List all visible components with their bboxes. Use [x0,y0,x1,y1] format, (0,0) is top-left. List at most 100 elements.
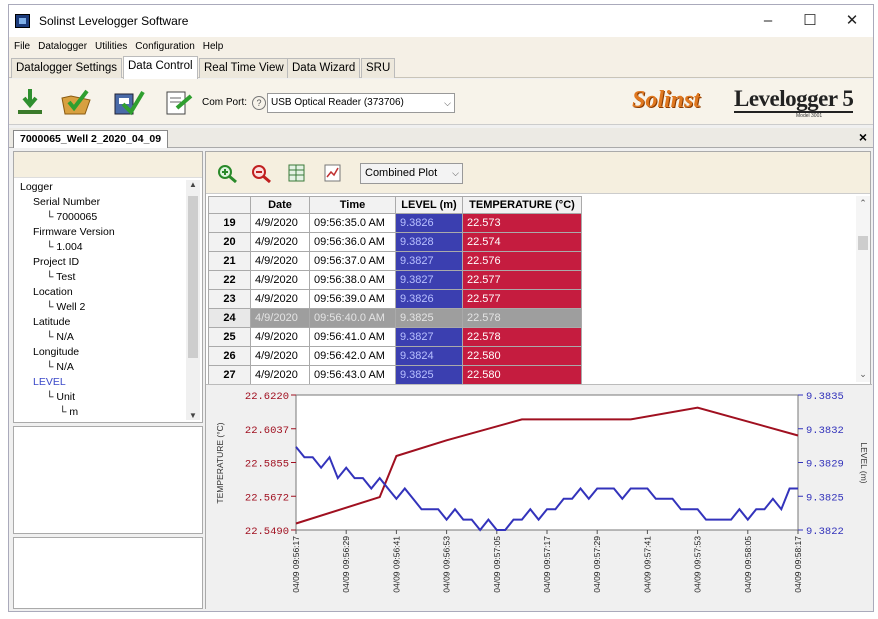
table-row[interactable]: 23 4/9/2020 09:56:39.0 AM 9.3826 22.577 [208,289,582,309]
scroll-down-icon[interactable]: ▼ [189,411,197,420]
time-cell: 09:56:41.0 AM [309,327,396,347]
table-row[interactable]: 20 4/9/2020 09:56:36.0 AM 9.3828 22.574 [208,232,582,252]
menu-configuration[interactable]: Configuration [135,41,195,52]
com-port-select[interactable]: USB Optical Reader (373706) ⌵ [267,93,455,113]
main-tabs: Datalogger Settings Data Control Real Ti… [9,56,873,79]
panel-header-band [14,152,202,178]
save-file-button[interactable] [111,86,145,118]
open-file-button[interactable] [59,86,93,118]
menu-help[interactable]: Help [202,41,224,52]
date-cell: 4/9/2020 [250,289,310,309]
tree-node[interactable]: └ Well 2 [46,301,86,313]
plot-toolbar: Combined Plot ⌵ [206,152,870,194]
x-tick-label: 04/09 09:56:29 [341,536,351,593]
close-button[interactable]: ✕ [845,12,859,29]
tab-datalogger-settings[interactable]: Datalogger Settings [11,58,123,78]
zoom-in-icon [218,165,237,184]
tree-node[interactable]: Firmware Version [33,226,115,238]
table-scrollbar[interactable]: ⌃ ⌄ [856,196,870,382]
plot-svg: 22.6220 22.6037 22.5855 22.5672 22.5490 9.383… [215,391,869,593]
fit-data-button[interactable] [286,163,308,183]
tree-node[interactable]: └ Test [46,271,76,283]
document-export-icon [166,91,193,115]
tree-node[interactable]: └ 7000065 [46,211,98,223]
plot-mode-value: Combined Plot [365,167,438,179]
col-header-date[interactable]: Date [250,196,310,214]
tree-node[interactable]: Project ID [33,256,80,268]
tab-real-time-view[interactable]: Real Time View [199,58,289,78]
row-number-cell: 19 [208,213,251,233]
combined-plot: 22.6220 22.6037 22.5855 22.5672 22.5490 9.383… [206,384,872,610]
tree-node[interactable]: └ N/A [46,361,74,373]
table-row[interactable]: 19 4/9/2020 09:56:35.0 AM 9.3826 22.573 [208,213,582,233]
scroll-up-icon[interactable]: ⌃ [859,198,867,208]
plot-mode-select[interactable]: Combined Plot ⌵ [360,163,463,184]
level-cell: 9.3827 [395,251,463,271]
temperature-cell: 22.577 [462,270,582,290]
data-panel: Combined Plot ⌵ Date Time LEVEL (m) TEMP… [205,151,872,610]
scroll-down-icon[interactable]: ⌄ [859,369,867,379]
time-cell: 09:56:43.0 AM [309,365,396,385]
row-number-cell: 24 [208,308,251,328]
tree-scrollbar[interactable]: ▲ ▼ [186,180,200,420]
tree-node[interactable]: Logger [20,181,53,193]
row-number-cell: 26 [208,346,251,366]
scroll-up-icon[interactable]: ▲ [189,180,197,189]
col-header-time[interactable]: Time [309,196,396,214]
table-row[interactable]: 27 4/9/2020 09:56:43.0 AM 9.3825 22.580 [208,365,582,385]
col-header-temperature[interactable]: TEMPERATURE (°C) [462,196,582,214]
tree-node[interactable]: LEVEL [33,376,66,388]
tree-node[interactable]: Location [33,286,73,298]
tree-node[interactable]: └ N/A [46,331,74,343]
chevron-down-icon: ⌵ [452,168,459,178]
date-cell: 4/9/2020 [250,251,310,271]
table-row[interactable]: 26 4/9/2020 09:56:42.0 AM 9.3824 22.580 [208,346,582,366]
y-right-tick-label: 9.3835 [806,391,844,403]
table-row[interactable]: 24 4/9/2020 09:56:40.0 AM 9.3825 22.578 [208,308,582,328]
row-number-cell: 23 [208,289,251,309]
temperature-cell: 22.574 [462,232,582,252]
export-button[interactable] [161,86,195,118]
col-header-rownum [208,196,251,214]
scroll-thumb[interactable] [188,196,198,358]
tab-data-wizard[interactable]: Data Wizard [287,58,361,78]
zoom-out-icon [252,165,271,184]
scroll-thumb[interactable] [858,236,868,250]
tab-data-control[interactable]: Data Control [123,56,198,79]
tree-node[interactable]: └ Unit [46,391,76,403]
maximize-button[interactable]: ☐ [803,12,817,29]
level-series-line [295,446,798,532]
tree-node[interactable]: └ m [59,406,79,418]
tree-node[interactable]: Serial Number [33,196,101,208]
plot-settings-button[interactable] [322,163,344,183]
download-icon [18,89,42,114]
table-row[interactable]: 22 4/9/2020 09:56:38.0 AM 9.3827 22.577 [208,270,582,290]
document-tab[interactable]: 7000065_Well 2_2020_04_09 [13,130,169,148]
temperature-cell: 22.578 [462,308,582,328]
y-left-tick-label: 22.5490 [245,526,289,538]
menu-file[interactable]: File [14,41,31,52]
help-icon[interactable]: ? [252,96,266,110]
table-row[interactable]: 25 4/9/2020 09:56:41.0 AM 9.3827 22.578 [208,327,582,347]
zoom-in-button[interactable] [216,163,238,184]
time-cell: 09:56:37.0 AM [309,251,396,271]
tree-node[interactable]: Longitude [33,346,80,358]
solinst-logo: Solinst [632,87,701,113]
row-number-cell: 21 [208,251,251,271]
tree-node[interactable]: └ 1.004 [46,241,83,253]
x-tick-label: 04/09 09:56:53 [442,536,452,593]
menu-datalogger[interactable]: Datalogger [38,41,88,52]
minimize-button[interactable]: – [763,12,773,29]
tab-sru[interactable]: SRU [361,58,396,78]
tree-node[interactable]: Latitude [33,316,71,328]
col-header-level[interactable]: LEVEL (m) [395,196,463,214]
zoom-out-button[interactable] [250,163,272,184]
menu-utilities[interactable]: Utilities [95,41,128,52]
close-document-icon[interactable]: × [858,129,867,145]
date-cell: 4/9/2020 [250,308,310,328]
download-data-button[interactable] [15,86,49,118]
y-right-tick-label: 9.3822 [806,526,844,538]
x-tick-label: 04/09 09:57:29 [592,536,602,593]
table-row[interactable]: 21 4/9/2020 09:56:37.0 AM 9.3827 22.576 [208,251,582,271]
info-panel-3 [13,537,203,609]
